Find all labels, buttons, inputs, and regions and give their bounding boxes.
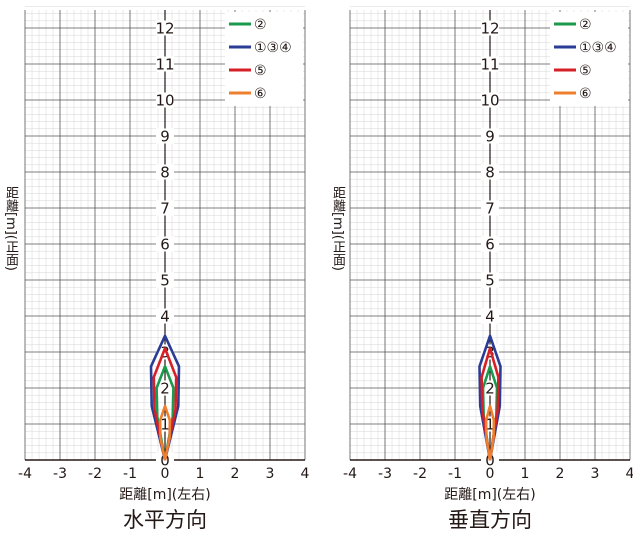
y-tick-label: 2	[160, 380, 170, 398]
y-tick-label: 5	[485, 272, 495, 290]
y-tick-label: 10	[480, 92, 499, 110]
series-line	[152, 347, 178, 461]
y-tick-label: 7	[485, 200, 495, 218]
y-tick-label-bg	[481, 56, 499, 72]
y-axis-label-vertical: 距離[m](正面)	[330, 186, 345, 271]
y-tick-label: 2	[485, 380, 495, 398]
x-tick-label: -2	[413, 466, 427, 482]
legend-label: ⑥	[579, 86, 592, 102]
y-tick-label: 4	[485, 308, 495, 326]
y-tick-label-bg	[156, 164, 174, 180]
y-tick-label: 10	[155, 92, 174, 110]
legend-label: ②	[254, 17, 267, 33]
y-tick-label: 12	[155, 20, 174, 38]
y-tick-label: 12	[480, 20, 499, 38]
x-tick-label: -2	[88, 466, 102, 482]
series-line	[478, 334, 502, 461]
y-tick-label: 1	[160, 416, 170, 434]
x-axis-label-vertical: 距離[m](左右)	[444, 487, 536, 503]
legend-box	[225, 12, 303, 106]
y-tick-label: 4	[160, 308, 170, 326]
x-tick-label: -3	[53, 466, 67, 482]
y-tick-label-bg	[156, 56, 174, 72]
x-tick-label: 2	[556, 466, 565, 482]
x-tick-label: 3	[591, 466, 600, 482]
series-line	[158, 404, 172, 461]
legend-label: ②	[579, 17, 592, 33]
legend-label: ①③④	[254, 40, 292, 56]
series-line	[480, 347, 500, 461]
y-tick-label-bg	[481, 308, 499, 324]
y-tick-label-bg	[156, 308, 174, 324]
y-tick-label: 11	[155, 56, 174, 74]
x-tick-label: -4	[343, 466, 357, 482]
y-tick-label-bg	[156, 92, 174, 108]
x-tick-label: 0	[161, 466, 170, 482]
y-tick-label: 8	[485, 164, 495, 182]
y-tick-label-bg	[481, 164, 499, 180]
x-tick-label: -4	[18, 466, 32, 482]
x-tick-label: 4	[301, 466, 310, 482]
y-tick-label: 6	[160, 236, 170, 254]
y-tick-label-bg	[481, 272, 499, 288]
chart-title-vertical: 垂直方向	[448, 508, 532, 532]
y-tick-label-bg	[156, 380, 174, 396]
legend-label: ⑤	[579, 63, 592, 79]
y-tick-label: 5	[160, 272, 170, 290]
y-tick-label-bg	[156, 128, 174, 144]
x-tick-label: 0	[486, 466, 495, 482]
x-tick-label: 1	[521, 466, 530, 482]
y-tick-label-bg	[156, 20, 174, 36]
legend-label: ⑤	[254, 63, 267, 79]
y-tick-label: 3	[160, 344, 170, 362]
y-tick-label: 0	[160, 452, 170, 470]
legend-label: ①③④	[579, 40, 617, 56]
legend-label: ⑥	[254, 86, 267, 102]
y-tick-label-bg	[156, 236, 174, 252]
x-tick-label: 3	[266, 466, 275, 482]
series-line	[149, 334, 181, 461]
y-tick-label: 9	[160, 128, 170, 146]
x-tick-label: -1	[448, 466, 462, 482]
y-tick-label-bg	[156, 272, 174, 288]
y-tick-label: 11	[480, 56, 499, 74]
y-tick-label-bg	[481, 92, 499, 108]
chart-title-horizontal: 水平方向	[123, 508, 207, 532]
y-tick-label: 8	[160, 164, 170, 182]
y-axis-label-horizontal: 距離[m](正面)	[3, 186, 18, 271]
x-axis-label-horizontal: 距離[m](左右)	[119, 487, 211, 503]
y-tick-label-bg	[481, 128, 499, 144]
x-tick-label: 1	[196, 466, 205, 482]
x-tick-label: 2	[231, 466, 240, 482]
y-tick-label: 0	[485, 452, 495, 470]
y-tick-label: 6	[485, 236, 495, 254]
y-tick-label-bg	[156, 200, 174, 216]
y-tick-label: 7	[160, 200, 170, 218]
y-tick-label-bg	[481, 236, 499, 252]
x-tick-label: -1	[123, 466, 137, 482]
legend-box	[550, 12, 628, 106]
y-tick-label: 1	[485, 416, 495, 434]
y-tick-label-bg	[481, 200, 499, 216]
y-tick-label: 9	[485, 128, 495, 146]
y-tick-label-bg	[481, 20, 499, 36]
x-tick-label: -3	[378, 466, 392, 482]
series-line	[484, 404, 496, 461]
x-tick-label: 4	[626, 466, 633, 482]
